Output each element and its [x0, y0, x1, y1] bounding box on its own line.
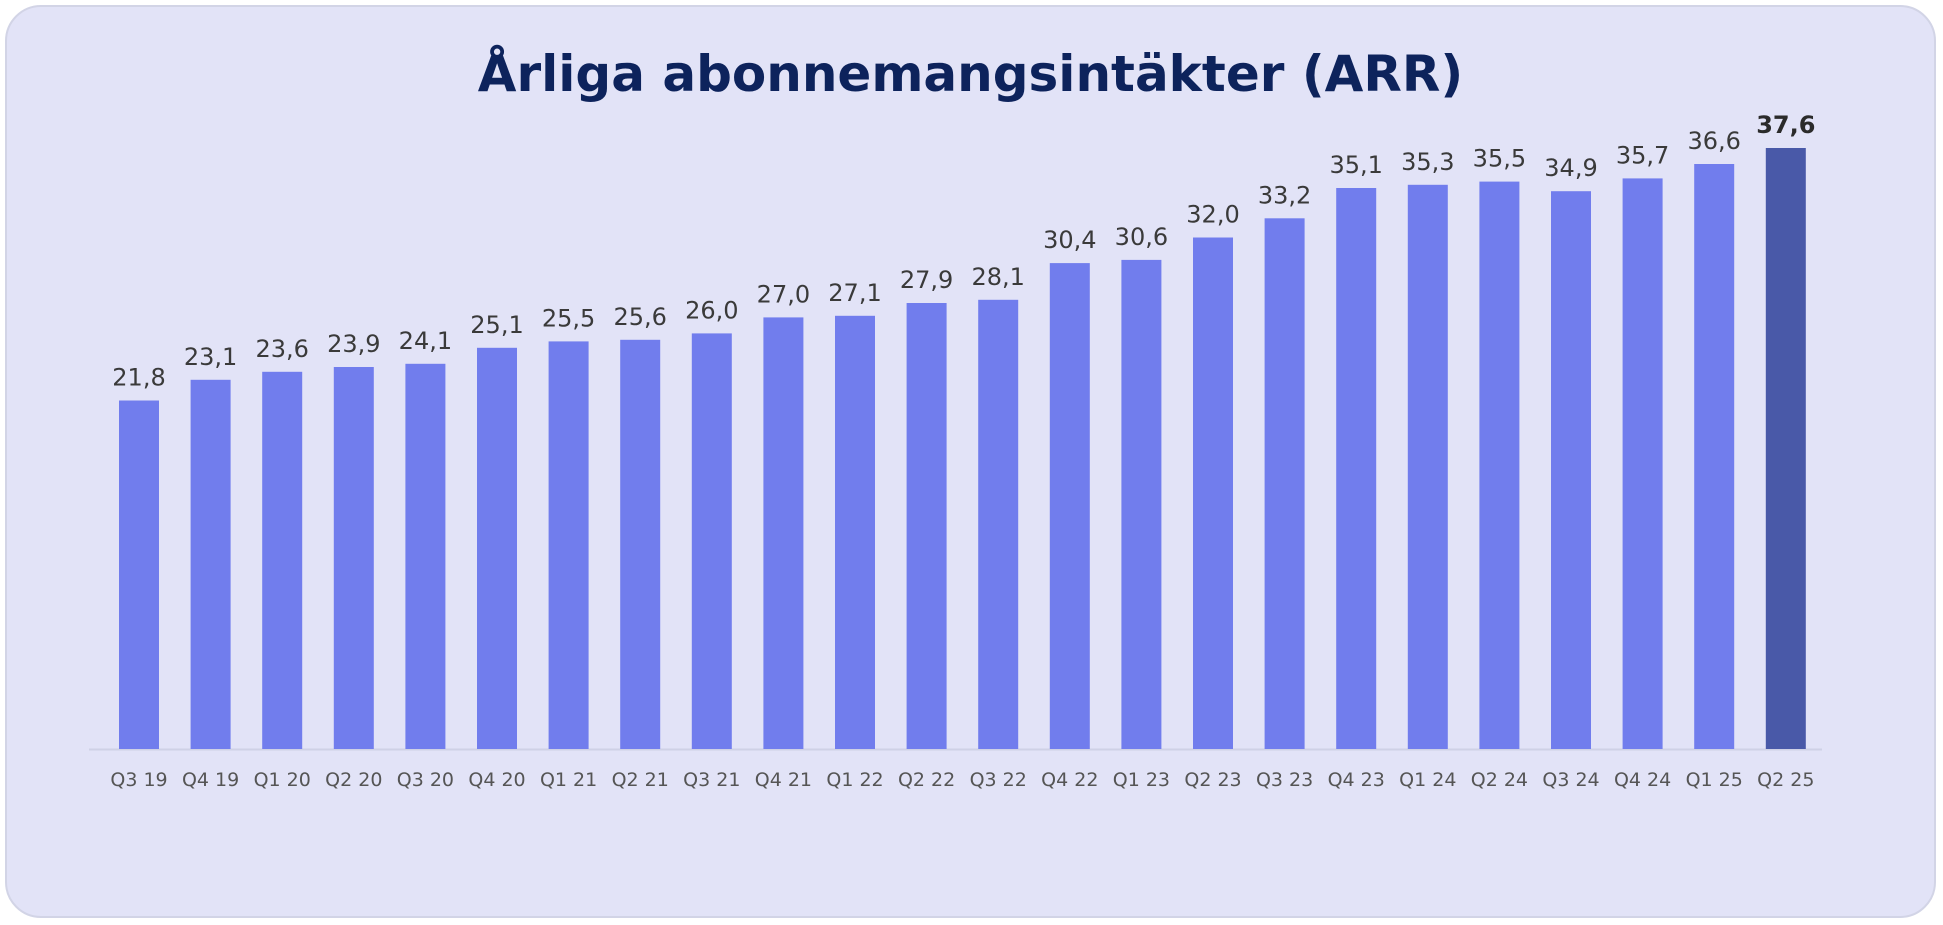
x-tick-label: Q2 24 [1471, 769, 1528, 791]
data-label: 25,5 [542, 304, 595, 332]
bar-q1-22 [835, 315, 875, 749]
x-tick-label: Q4 20 [468, 769, 525, 791]
data-label: 21,8 [112, 364, 165, 392]
x-tick-label: Q4 24 [1614, 769, 1671, 791]
bar-q2-23 [1193, 237, 1233, 749]
bar-q4-23 [1336, 188, 1377, 749]
bar-q4-24 [1622, 178, 1663, 749]
x-tick-label: Q2 25 [1757, 769, 1814, 791]
chart-card: Årliga abonnemangsintäkter (ARR) 21,8 Q3 … [5, 5, 1936, 918]
x-tick-label: Q3 19 [110, 769, 167, 791]
x-tick-label: Q2 20 [325, 769, 382, 791]
data-label: 27,9 [900, 266, 953, 294]
bar-q1-23 [1121, 259, 1162, 749]
x-tick-label: Q2 21 [612, 769, 669, 791]
bar-q4-22 [1049, 263, 1090, 749]
x-tick-label: Q3 21 [683, 769, 740, 791]
data-label: 30,4 [1043, 226, 1096, 254]
bar-q1-25 [1694, 164, 1735, 749]
data-label: 34,9 [1544, 154, 1597, 182]
x-tick-label: Q1 22 [826, 769, 883, 791]
x-tick-label: Q2 23 [1184, 769, 1241, 791]
bar-q3-24 [1551, 191, 1591, 749]
x-tick-label: Q1 25 [1686, 769, 1743, 791]
bar-q3-23 [1264, 218, 1305, 750]
data-label: 27,0 [757, 280, 810, 308]
data-label: 36,6 [1687, 127, 1740, 155]
data-label: 25,6 [613, 303, 666, 331]
x-tick-label: Q1 23 [1113, 769, 1170, 791]
x-tick-label: Q1 24 [1399, 769, 1456, 791]
bar-q3-21 [691, 333, 732, 749]
data-label: 32,0 [1186, 201, 1239, 229]
bar-chart: 21,8 Q3 19 23,1 Q4 19 23,6 Q1 20 23,9 Q2 20 24,1… [89, 111, 1822, 791]
x-tick-label: Q2 22 [898, 769, 955, 791]
bar-q1-24 [1407, 184, 1448, 750]
bar-q1-21 [548, 341, 589, 749]
bar-q3-20 [405, 363, 446, 749]
bar-q2-25 [1765, 148, 1806, 749]
x-tick-label: Q3 24 [1542, 769, 1599, 791]
data-label: 33,2 [1258, 181, 1311, 209]
data-label: 23,6 [255, 335, 308, 363]
data-label: 23,1 [184, 343, 237, 371]
bar-q3-22 [978, 299, 1019, 749]
bar-q4-19 [190, 379, 231, 749]
chart-title: Årliga abonnemangsintäkter (ARR) [477, 45, 1464, 103]
data-label: 26,0 [685, 296, 738, 324]
data-label: 28,1 [971, 263, 1024, 291]
x-tick-label: Q3 20 [397, 769, 454, 791]
x-tick-label: Q4 23 [1328, 769, 1385, 791]
data-label: 23,9 [327, 330, 380, 358]
data-label: 35,7 [1616, 141, 1669, 169]
x-tick-label: Q3 23 [1256, 769, 1313, 791]
data-label: 37,6 [1756, 111, 1815, 139]
data-label: 27,1 [828, 279, 881, 307]
bar-q2-21 [620, 339, 661, 749]
x-tick-label: Q1 20 [254, 769, 311, 791]
x-tick-label: Q4 21 [755, 769, 812, 791]
bar-q2-20 [333, 367, 374, 749]
bar-q1-20 [262, 371, 303, 749]
x-tick-label: Q4 22 [1041, 769, 1098, 791]
data-label: 25,1 [470, 311, 523, 339]
bar-q2-24 [1479, 181, 1520, 750]
bar-q3-19 [119, 400, 159, 749]
data-label: 35,1 [1329, 151, 1382, 179]
bar-q4-21 [763, 317, 804, 749]
data-label: 24,1 [399, 327, 452, 355]
bar-q4-20 [477, 347, 517, 749]
x-tick-label: Q1 21 [540, 769, 597, 791]
data-label: 35,3 [1401, 148, 1454, 176]
data-label: 30,6 [1115, 223, 1168, 251]
x-tick-label: Q4 19 [182, 769, 239, 791]
data-label: 35,5 [1473, 145, 1526, 173]
x-tick-label: Q3 22 [970, 769, 1027, 791]
bar-q2-22 [906, 303, 947, 749]
